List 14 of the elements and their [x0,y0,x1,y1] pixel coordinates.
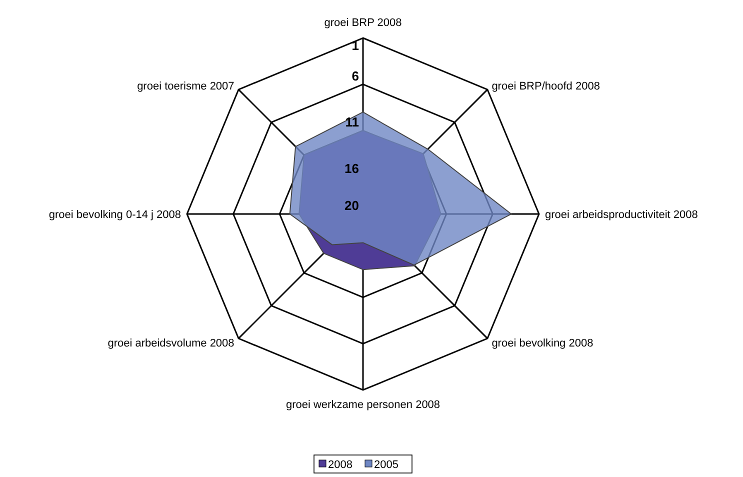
spoke-label: groei BRP 2008 [324,17,402,29]
spoke-label: groei arbeidsvolume 2008 [108,338,234,350]
y-tick-label: 11 [345,114,359,130]
y-tick-label: 16 [344,160,359,176]
spoke-label: groei BRP/hoofd 2008 [492,80,600,92]
spoke-label: groei bevolking 0-14 j 2008 [48,209,181,221]
y-tick-label: 6 [352,68,359,84]
spoke-label: groei werkzame personen 2008 [286,399,440,411]
spoke-label: groei bevolking 2008 [492,338,594,350]
spoke-label: groei toerisme 2007 [137,80,234,92]
legend-label: 2005 [374,459,398,471]
spoke-label: groei arbeidsproductiviteit 2008 [545,209,698,221]
y-tick-label: 20 [344,198,359,213]
legend-label: 2008 [328,459,352,471]
